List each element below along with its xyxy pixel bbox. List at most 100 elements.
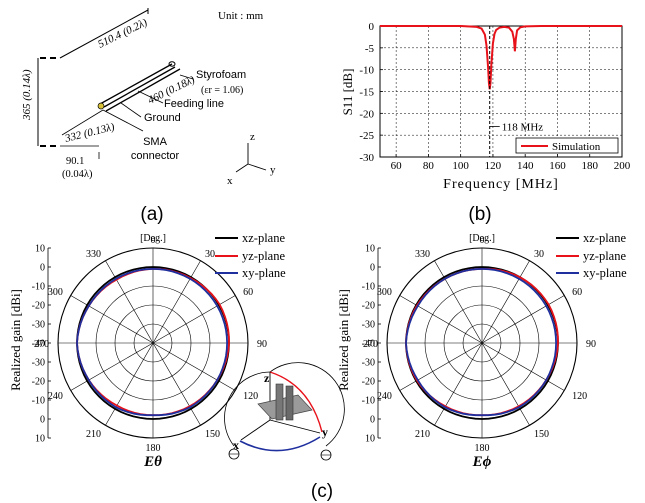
polar-spoke [152, 295, 236, 344]
dim-height-label: 365 (0.14λ) [21, 69, 33, 121]
polar-radial-tick-label: -10 [362, 282, 375, 293]
s11-grid [380, 26, 622, 157]
s11-legend-label: Simulation [552, 141, 601, 153]
axis-x-line [235, 163, 249, 173]
rod-2 [103, 66, 176, 108]
polar-radial-tick-label: -30 [362, 320, 375, 331]
axis-z-label: z [250, 131, 255, 143]
legend-right-xy: xy-plane [583, 266, 627, 280]
polar-radial-tick-label: -30 [362, 358, 375, 369]
feeding-line-label: Feeding line [164, 98, 224, 110]
polar-spoke [481, 342, 565, 391]
s11-xtick-label: 140 [517, 160, 534, 172]
polar-angle-label: 330 [86, 249, 101, 260]
polar-spoke [481, 342, 530, 426]
s11-xtick-label: 180 [581, 160, 598, 172]
polar-angle-label: 300 [48, 287, 63, 298]
s11-xtick-label: 100 [452, 160, 469, 172]
top-edge [59, 9, 149, 59]
polar-radial-tick-label: -20 [32, 301, 45, 312]
inset-x-axis [240, 419, 271, 441]
ground-leader [120, 102, 142, 118]
polar-spoke [152, 342, 201, 426]
polar-spoke [481, 260, 530, 344]
polar-angle-label: 0 [151, 235, 156, 246]
sma-leader [102, 109, 144, 132]
polar-angle-label: 60 [572, 287, 582, 298]
polar-angle-label: 210 [86, 429, 101, 440]
inset-y-label: y [322, 425, 328, 439]
polar-angle-label: 270 [363, 339, 378, 350]
panel-a-geometry: Unit : mm 510.4 (0.2λ) 365 (0.14λ) 460 (… [21, 8, 276, 187]
s11-ytick-label: 0 [369, 21, 375, 33]
legend-left-xz: xz-plane [242, 231, 285, 245]
polar-radial-tick-label: 10 [35, 244, 45, 255]
polar-series-xz-plane [76, 266, 230, 420]
s11-ticks: 60 80 100 120 140 160 180 200 0 -5 -10 -15 -20 -25 -30 [359, 21, 630, 172]
polar-plot-e-theta: 0 30 60 90 120 150 180 210 240 270 300 330 10 0 -10 -20… [32, 235, 267, 454]
polar-radial-tick-label: 0 [370, 415, 375, 426]
polar-series-xy-plane [76, 268, 229, 417]
polar-radial-tick-label: -10 [32, 282, 45, 293]
s11-series [380, 25, 622, 90]
polar-spoke [434, 342, 483, 426]
inset-arc-left [224, 371, 271, 447]
polar-angle-label: 300 [377, 287, 392, 298]
title-e-phi: Eϕ [472, 454, 492, 470]
s11-ytick-label: -10 [359, 65, 374, 77]
inset-arc-right [269, 362, 345, 447]
s11-x-axis-label: Frequency [MHz] [443, 177, 559, 192]
polar-angle-label: 180 [146, 443, 161, 454]
y-axis-title-right: Realized gain [dBi] [336, 289, 351, 391]
polar-radial-tick-label: 10 [365, 434, 375, 445]
inset-yz-arc [269, 371, 323, 433]
s11-xtick-label: 80 [423, 160, 435, 172]
sma-connector-shape [97, 102, 105, 110]
polar-angle-label: 0 [480, 235, 485, 246]
polar-angle-label: 120 [572, 391, 587, 402]
polar-angle-label: 90 [257, 339, 267, 350]
polar-angle-label: 240 [48, 391, 63, 402]
polar-spoke [481, 295, 565, 344]
s11-legend-box [515, 137, 619, 154]
s11-xtick-label: 60 [391, 160, 403, 172]
axis-y-line [247, 163, 267, 171]
inset-z-label: z [264, 371, 270, 385]
dim-gap-lambda: (0.04λ) [62, 169, 93, 180]
polar-angle-label: 90 [586, 339, 596, 350]
dim-gap-value: 90.1 [66, 156, 84, 167]
permittivity-label: (εr = 1.06) [201, 85, 243, 96]
rod-3 [105, 68, 181, 112]
caption-a: (a) [140, 204, 163, 225]
polar-spoke [434, 260, 483, 344]
polar-spoke [152, 342, 236, 391]
styrofoam-leader [179, 74, 194, 80]
polar-spoke [70, 295, 154, 344]
caption-b: (b) [468, 204, 491, 225]
sma-label-2: connector [131, 150, 180, 162]
polar-radial-tick-label: 10 [35, 434, 45, 445]
s11-y-axis-label: S11 [dB] [340, 69, 355, 116]
polar-plot-e-phi: 0 30 60 90 120 150 180 210 240 270 300 330 10 0 -10 -20… [362, 235, 596, 454]
polar-radial-tick-label: -30 [32, 358, 45, 369]
polar-angle-label: 150 [205, 429, 220, 440]
title-e-theta: Eθ [143, 454, 162, 470]
polar-angle-label: 120 [243, 391, 258, 402]
polar-radial-tick-label: -20 [362, 301, 375, 312]
polar-series-xy-plane [405, 268, 558, 417]
rod-end [168, 61, 176, 67]
polar-series-xz-plane [405, 266, 559, 420]
s11-xtick-label: 160 [549, 160, 566, 172]
dim-lower-line [61, 109, 104, 136]
axis-y-label: y [270, 164, 276, 176]
ground-label: Ground [144, 112, 181, 124]
unit-label: Unit : mm [218, 10, 264, 22]
polar-radial-tick-label: -40 [362, 339, 375, 350]
polar-radial-tick-label: 0 [40, 263, 45, 274]
polar-spoke [105, 260, 154, 344]
s11-ytick-label: -15 [359, 87, 374, 99]
legend-right-yz: yz-plane [583, 249, 626, 263]
legend-left: xz-plane yz-plane xy-plane [215, 231, 286, 280]
polar-radial-tick-label: -40 [32, 339, 45, 350]
